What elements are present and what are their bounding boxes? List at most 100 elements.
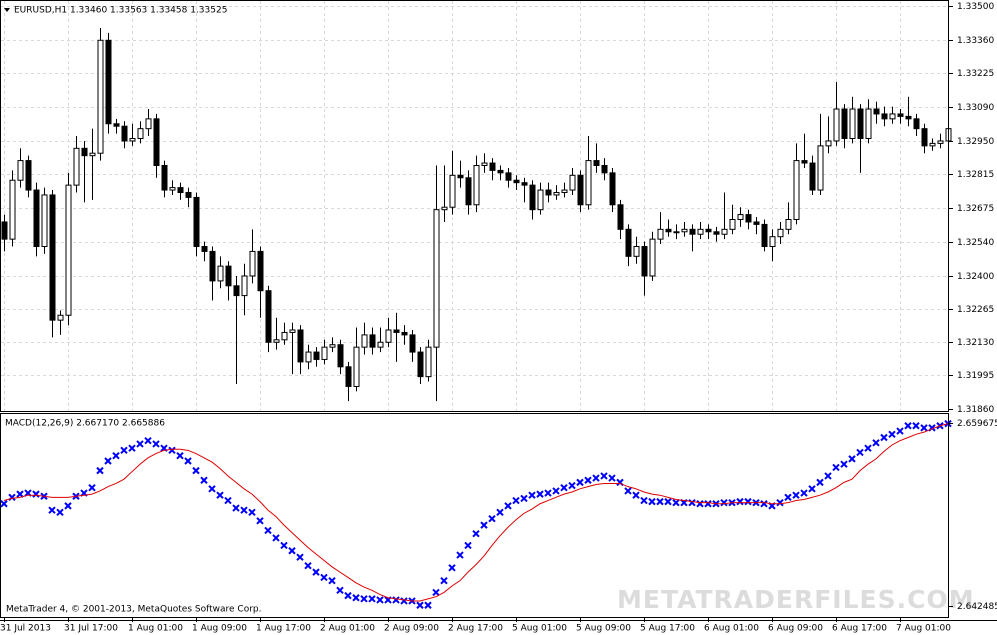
candle-body-up: [73, 147, 80, 186]
candle-body-down: [49, 194, 56, 321]
macd-marker: [472, 529, 480, 538]
x-tick-label: 2 Aug 09:00: [384, 624, 439, 634]
candle-body-up: [737, 214, 744, 221]
candle-body-down: [593, 160, 600, 166]
candle-body-up: [673, 231, 680, 234]
macd-marker: [432, 588, 440, 597]
candle-body-up: [649, 238, 656, 277]
price-pane-frame: [0, 0, 949, 412]
candle-body-up: [289, 329, 296, 333]
macd-marker: [64, 502, 72, 510]
candle-body-up: [65, 184, 72, 316]
macd-marker: [544, 489, 552, 497]
candle-body-down: [105, 39, 112, 125]
macd-marker: [688, 498, 696, 507]
macd-pane-frame: [0, 413, 949, 618]
macd-marker: [808, 485, 816, 493]
candle-body-up: [681, 228, 688, 233]
candle-body-down: [345, 366, 352, 387]
x-tick-label: 31 Jul 17:00: [64, 624, 118, 634]
macd-marker: [104, 457, 112, 465]
macd-marker: [776, 498, 784, 507]
candle-body-down: [1, 221, 8, 240]
macd-title: MACD(12,26,9) 2.667170 2.665886: [5, 419, 165, 429]
candle-body-down: [689, 228, 696, 235]
macd-marker: [272, 534, 280, 542]
candle-body-down: [497, 169, 504, 174]
macd-marker: [320, 573, 328, 582]
macd-marker: [16, 490, 24, 498]
macd-marker: [112, 451, 120, 460]
candle-body-up: [433, 209, 440, 348]
macd-marker: [848, 455, 856, 463]
macd-marker: [144, 437, 152, 445]
candle-body-down: [873, 108, 880, 115]
macd-marker: [720, 498, 728, 507]
macd-marker: [888, 430, 896, 439]
macd-marker: [832, 463, 840, 472]
macd-marker: [368, 595, 376, 603]
candle-body-down: [577, 174, 584, 206]
macd-marker: [232, 504, 240, 512]
candle-body-down: [745, 214, 752, 223]
macd-marker: [192, 466, 200, 475]
candle-body-down: [489, 162, 496, 171]
macd-marker: [392, 596, 400, 604]
candle-body-up: [137, 128, 144, 139]
candle-body-down: [185, 191, 192, 198]
candle-body-down: [369, 334, 376, 348]
macd-marker: [304, 562, 312, 570]
macd-marker: [200, 476, 208, 484]
macd-marker: [760, 500, 768, 508]
macd-marker: [136, 440, 144, 448]
candle-body-down: [665, 228, 672, 233]
candle-body-up: [817, 145, 824, 191]
macd-marker: [480, 521, 488, 529]
macd-marker: [736, 497, 744, 506]
macd-marker: [504, 502, 512, 510]
candle-body-down: [609, 172, 616, 206]
macd-marker: [168, 446, 176, 455]
macd-marker: [176, 451, 184, 460]
candle-body-down: [521, 182, 528, 186]
y-tick-label: 1.32130: [957, 338, 994, 348]
macd-marker: [600, 472, 608, 480]
candle-body-up: [553, 191, 560, 196]
candle-body-up: [329, 344, 336, 348]
macd-marker: [400, 597, 408, 605]
macd-marker: [56, 508, 64, 517]
candle-body-up: [281, 331, 288, 341]
x-tick-label: 7 Aug 01:00: [896, 624, 951, 634]
macd-marker: [584, 476, 592, 484]
candle-body-down: [761, 223, 768, 248]
candle-body-down: [257, 250, 264, 292]
candle-body-up: [129, 137, 136, 142]
candle-body-up: [89, 152, 96, 157]
macd-marker: [464, 541, 472, 550]
candle-body-up: [825, 140, 832, 147]
macd-marker: [896, 427, 904, 435]
candle-body-down: [401, 331, 408, 336]
macd-marker: [0, 500, 8, 508]
macd-marker: [704, 500, 712, 508]
candle-body-up: [937, 140, 944, 144]
macd-marker: [376, 596, 384, 604]
macd-marker: [912, 422, 920, 430]
candle-body-up: [57, 314, 64, 321]
x-tick-label: 1 Aug 01:00: [128, 624, 183, 634]
macd-marker: [448, 564, 456, 572]
y-tick-label: 2.659675: [957, 419, 997, 429]
macd-marker: [280, 541, 288, 550]
candle-body-down: [841, 108, 848, 139]
macd-marker: [640, 496, 648, 505]
macd-marker: [216, 491, 224, 499]
candle-body-up: [561, 189, 568, 193]
candle-body-up: [721, 228, 728, 235]
macd-marker: [328, 576, 336, 585]
macd-marker: [696, 500, 704, 508]
candle-body-up: [849, 108, 856, 139]
symbol-menu-arrow: [4, 8, 10, 12]
candle-body-up: [889, 113, 896, 120]
